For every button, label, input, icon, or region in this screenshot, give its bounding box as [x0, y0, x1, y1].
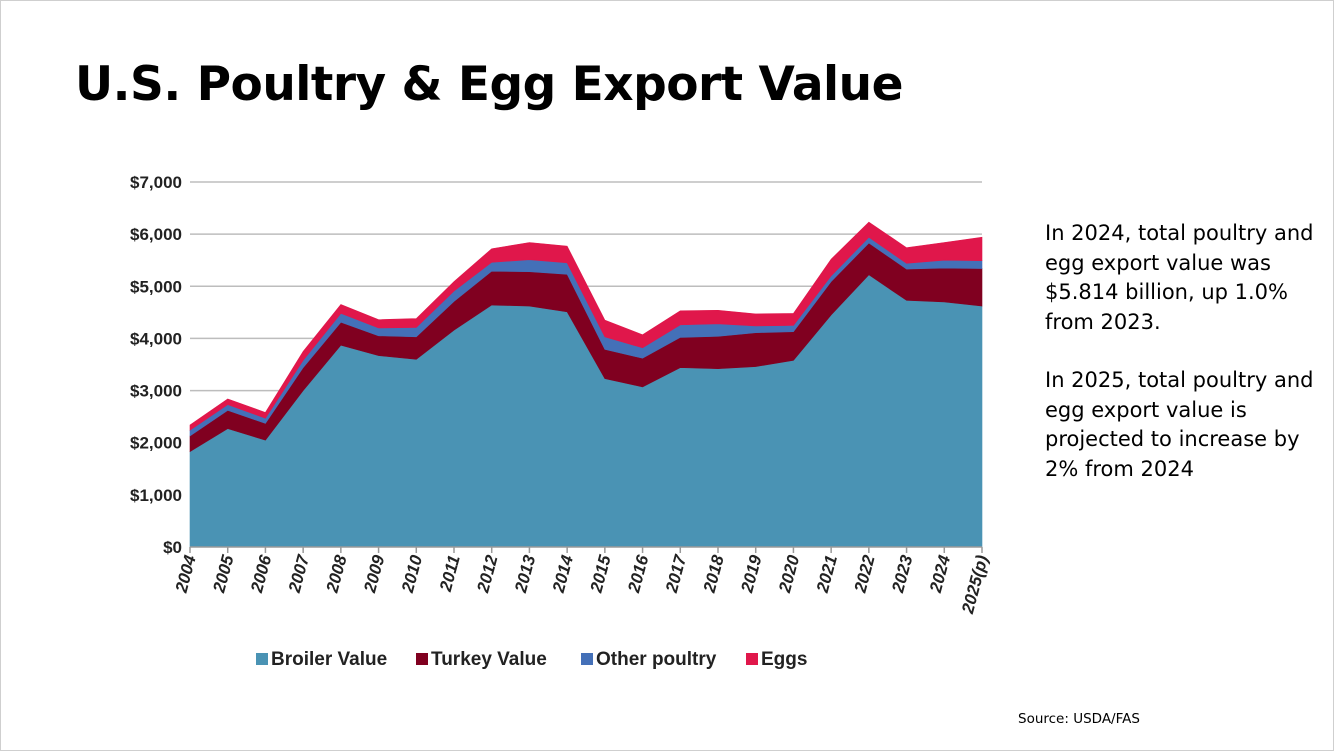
x-tick-label: 2018	[699, 553, 728, 596]
x-tick-label: 2004	[171, 553, 200, 596]
legend-label: Other poultry	[596, 649, 717, 670]
y-tick-label: $2,000	[130, 434, 182, 453]
summary-paragraph-2025: In 2025, total poultry and egg export va…	[1045, 368, 1314, 481]
legend-label: Broiler Value	[271, 649, 387, 670]
x-tick-label: 2007	[285, 552, 314, 596]
x-tick-label: 2015	[586, 553, 615, 596]
side-text: In 2024, total poultry and egg export va…	[1045, 219, 1315, 513]
x-tick-label: 2006	[247, 553, 276, 596]
x-tick-label: 2023	[888, 553, 917, 596]
x-tick-label: 2010	[398, 553, 427, 596]
x-tick-label: 2012	[473, 553, 502, 596]
x-tick-label: 2022	[850, 553, 879, 596]
x-tick-label: 2011	[436, 553, 464, 594]
x-tick-label: 2005	[209, 553, 238, 596]
x-tick-label: 2009	[360, 553, 389, 596]
x-tick-label: 2008	[322, 553, 351, 596]
y-tick-label: $7,000	[130, 173, 182, 192]
x-tick-label: 2016	[624, 553, 653, 596]
y-tick-label: $4,000	[130, 329, 182, 348]
y-tick-label: $0	[163, 538, 182, 557]
x-tick-label: 2025(p)	[958, 553, 992, 617]
x-tick-label: 2017	[662, 552, 691, 596]
y-tick-label: $3,000	[130, 382, 182, 401]
y-tick-label: $6,000	[130, 225, 182, 244]
x-tick-label: 2024	[926, 553, 955, 596]
x-tick-label: 2014	[549, 553, 578, 596]
x-tick-label: 2013	[511, 553, 540, 596]
y-tick-label: $5,000	[130, 277, 182, 296]
x-tick-label: 2021	[813, 553, 841, 595]
x-tick-label: 2020	[775, 553, 804, 596]
legend-label: Turkey Value	[431, 649, 547, 670]
summary-paragraph-2024: In 2024, total poultry and egg export va…	[1045, 221, 1314, 334]
legend-swatch	[416, 653, 428, 665]
page-title: U.S. Poultry & Egg Export Value	[75, 57, 903, 112]
legend-swatch	[581, 653, 593, 665]
legend-swatch	[746, 653, 758, 665]
legend-swatch	[256, 653, 268, 665]
y-tick-label: $1,000	[130, 486, 182, 505]
legend-label: Eggs	[761, 649, 807, 670]
x-tick-label: 2019	[737, 553, 766, 596]
area-eggs	[189, 221, 983, 431]
source-note: Source: USDA/FAS	[1018, 711, 1140, 727]
